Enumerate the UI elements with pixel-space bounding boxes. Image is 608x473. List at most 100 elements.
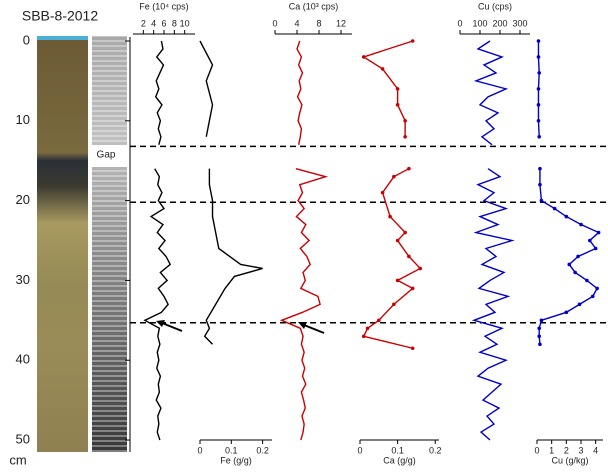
sample-point xyxy=(395,87,400,91)
profile-line xyxy=(199,40,214,137)
x-tick-label: 8 xyxy=(172,18,177,28)
sample-point xyxy=(596,230,601,235)
sample-point xyxy=(380,190,385,195)
profile-line xyxy=(143,168,172,441)
x-tick-label: 6 xyxy=(161,18,166,28)
sample-point xyxy=(536,87,541,91)
x-tick-label: 8 xyxy=(316,18,321,28)
core-top xyxy=(37,36,88,40)
gap-box xyxy=(92,145,127,167)
x-tick-label: 0.1 xyxy=(391,445,404,455)
sample-point xyxy=(380,67,385,71)
x-tick-label: 300 xyxy=(512,18,527,28)
sample-point xyxy=(537,326,541,331)
sample-point xyxy=(536,103,541,107)
sample-point xyxy=(407,254,411,259)
sample-point xyxy=(577,302,582,307)
arrow xyxy=(156,320,325,334)
x-tick-label: 4 xyxy=(294,18,299,28)
sample-point xyxy=(410,39,415,43)
sample-point xyxy=(537,134,541,139)
sample-point xyxy=(588,238,592,243)
profile-line xyxy=(296,40,304,145)
sample-point xyxy=(388,214,392,219)
x-tick-label: 0.2 xyxy=(429,445,442,455)
x-tick-label: 12 xyxy=(336,18,346,28)
sample-point xyxy=(590,294,595,299)
sample-point xyxy=(579,222,583,227)
x-tick-label: 0 xyxy=(534,445,539,455)
sample-point xyxy=(539,198,544,203)
sample-point xyxy=(392,302,396,307)
sample-point xyxy=(593,246,598,251)
x-tick-label: 1 xyxy=(549,445,554,455)
sample-point xyxy=(395,103,400,107)
sample-point xyxy=(403,134,407,139)
x-axis-label: Ca (10³ cps) xyxy=(289,1,339,11)
sample-point xyxy=(585,278,589,283)
y-axis-label: cm xyxy=(9,452,26,467)
sample-point xyxy=(538,166,542,171)
sample-point xyxy=(552,206,557,211)
sample-point xyxy=(539,318,544,323)
sample-point xyxy=(538,182,542,187)
sample-point xyxy=(395,278,400,283)
sample-point xyxy=(576,254,580,259)
x-tick-label: 200 xyxy=(492,18,507,28)
gap-label: Gap xyxy=(97,150,116,161)
profile-line xyxy=(471,168,515,441)
sample-point xyxy=(403,118,407,123)
x-tick-label: 10 xyxy=(180,18,190,28)
sample-point xyxy=(564,310,569,315)
x-tick-label: 0 xyxy=(197,445,202,455)
profile-line xyxy=(538,168,600,345)
sample-point xyxy=(418,266,422,271)
sample-point xyxy=(410,346,415,351)
sample-point xyxy=(573,270,577,275)
x-tick-label: 2 xyxy=(564,445,569,455)
y-tick-label: 30 xyxy=(16,272,30,287)
sample-point xyxy=(410,286,415,291)
x-axis-label: Fe (g/g) xyxy=(220,455,252,465)
sample-point xyxy=(395,238,400,243)
profile-line xyxy=(473,40,509,146)
x-axis-label: Cu (cps) xyxy=(478,1,512,11)
sample-point xyxy=(536,55,541,59)
profile-line xyxy=(203,168,263,345)
x-tick-label: 0.2 xyxy=(256,445,269,455)
sample-point xyxy=(365,326,370,331)
x-tick-label: 0 xyxy=(457,18,462,28)
x-axis-label: Ca (g/g) xyxy=(383,455,416,465)
sample-point xyxy=(403,230,407,235)
sample-point xyxy=(537,71,541,75)
x-tick-label: 3 xyxy=(578,445,583,455)
sample-point xyxy=(361,334,366,339)
y-tick-label: 10 xyxy=(16,112,30,127)
core-photo xyxy=(37,36,88,452)
x-tick-label: 4 xyxy=(593,445,598,455)
x-axis-label: Fe (10⁴ cps) xyxy=(139,1,188,11)
sample-point xyxy=(407,166,411,171)
sample-point xyxy=(536,118,541,123)
sample-point xyxy=(377,318,381,323)
sample-point xyxy=(595,286,599,291)
profile-line xyxy=(154,40,165,145)
y-tick-label: 20 xyxy=(16,192,30,207)
sample-point xyxy=(538,342,542,347)
sample-point xyxy=(536,39,541,43)
sample-point xyxy=(361,55,366,59)
sample-point xyxy=(564,214,569,219)
y-tick-label: 0 xyxy=(23,32,30,47)
profile-line xyxy=(362,168,422,349)
profile-line xyxy=(279,168,329,441)
x-tick-label: 0 xyxy=(272,18,277,28)
xray-laminae xyxy=(92,36,127,452)
sample-point xyxy=(392,174,396,179)
x-tick-label: 0 xyxy=(357,445,362,455)
x-tick-label: 2 xyxy=(141,18,146,28)
x-tick-label: 100 xyxy=(472,18,487,28)
x-tick-label: 0.1 xyxy=(225,445,238,455)
y-tick-label: 40 xyxy=(16,352,30,367)
sample-point xyxy=(567,262,572,267)
